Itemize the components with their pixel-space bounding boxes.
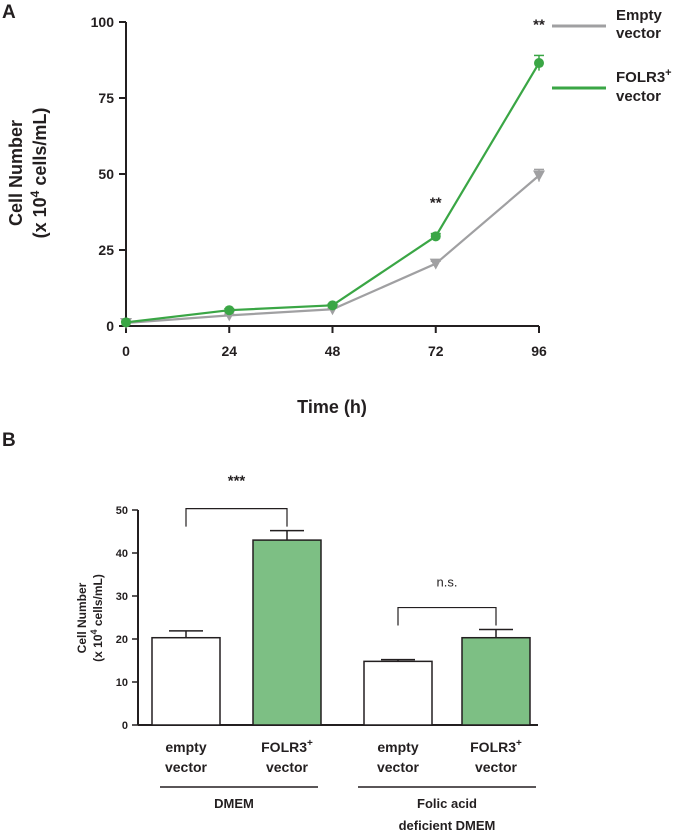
legend-folr3-line1: FOLR3+ — [616, 67, 672, 86]
bar — [151, 636, 221, 726]
panel-b-label: B — [2, 430, 16, 451]
category-label-line1: empty — [377, 739, 418, 755]
comparison-bracket — [397, 606, 497, 626]
chart-a-ylabel-prefix: (x 10 — [30, 197, 50, 238]
legend-empty-line2: vector — [616, 25, 661, 42]
point-folr3 — [224, 305, 235, 316]
category-name: FOLR3 — [261, 739, 307, 755]
legend-folr3-line2: vector — [616, 88, 661, 105]
group-folic-line2: deficient DMEM — [399, 818, 496, 833]
point-empty — [533, 170, 545, 182]
chart-b-ytick-label: 10 — [116, 677, 128, 689]
category-label-line1: empty — [165, 739, 206, 755]
chart-a-ytick-label: 0 — [106, 318, 114, 334]
chart-a-annotations: ** ** — [430, 16, 545, 211]
series-line-folr3 — [125, 62, 540, 324]
category-label-line2: vector — [377, 759, 420, 775]
chart-b-ytick-label: 0 — [122, 720, 128, 732]
comparison-label: *** — [228, 473, 246, 490]
significance-label: ** — [430, 195, 442, 212]
legend-empty-line1: Empty — [616, 7, 663, 24]
chart-a-xtick-label: 72 — [428, 343, 444, 359]
legend-folr3-name: FOLR3 — [616, 69, 665, 86]
point-folr3 — [327, 300, 338, 311]
chart-a-ylabel-line2: (x 104 cells/mL) — [28, 108, 50, 239]
chart-a-xtick-label: 48 — [325, 343, 341, 359]
chart-b-ylabel-line1: Cell Number — [75, 582, 89, 653]
chart-b-ytick-label: 20 — [116, 634, 128, 646]
category-label-line2: vector — [165, 759, 208, 775]
panel-a: A Cell Number (x 104 cells/mL) 0 25 50 75 10… — [2, 2, 672, 417]
chart-b-ytick-label: 40 — [116, 548, 128, 560]
category-name: empty — [165, 739, 206, 755]
point-empty — [429, 258, 442, 270]
chart-a-ylabel-suffix: cells/mL) — [30, 108, 50, 191]
chart-b-ytick-label: 30 — [116, 591, 128, 603]
chart-a-ytick-label: 100 — [91, 14, 115, 30]
chart-a-xtick-label: 24 — [221, 343, 237, 359]
panel-a-label: A — [2, 2, 16, 23]
significance-label: ** — [533, 16, 545, 33]
category-label-line1: FOLR3+ — [470, 738, 522, 755]
category-sup: + — [516, 738, 522, 749]
bar — [363, 660, 433, 726]
chart-b-bars — [151, 529, 531, 726]
bar — [252, 539, 322, 726]
chart-a-xtick-label: 96 — [531, 343, 547, 359]
chart-a-ytick-label: 75 — [98, 90, 114, 106]
chart-b-comparisons: *** n.s. — [185, 473, 497, 626]
legend-folr3-sup: + — [665, 67, 671, 79]
chart-b-ylabel-sup: 4 — [89, 629, 99, 634]
chart-b-category-labels: emptyvectorFOLR3+vectoremptyvectorFOLR3+… — [165, 738, 522, 775]
group-dmem-label: DMEM — [214, 796, 254, 811]
chart-a-ytick-label: 50 — [98, 166, 114, 182]
bar — [461, 636, 531, 726]
point-folr3 — [534, 58, 544, 69]
chart-a-xlabel: Time (h) — [297, 397, 367, 417]
chart-a-ylabel-sup: 4 — [28, 190, 42, 197]
chart-b-ylabel-prefix: (x 10 — [91, 634, 105, 662]
comparison-label: n.s. — [437, 575, 458, 590]
category-label-line1: FOLR3+ — [261, 738, 313, 755]
point-folr3 — [121, 317, 131, 328]
category-label-line2: vector — [475, 759, 518, 775]
category-name: FOLR3 — [470, 739, 516, 755]
point-folr3 — [430, 231, 441, 242]
chart-a-legend: Empty vector FOLR3+ vector — [552, 7, 672, 105]
chart-a-y-ticks: 0 25 50 75 100 — [91, 14, 126, 334]
chart-b-ylabel-suffix: cells/mL) — [91, 574, 105, 629]
chart-b-ylabel-line2: (x 104 cells/mL) — [89, 574, 105, 662]
chart-b-ytick-label: 50 — [116, 505, 128, 517]
category-label-line2: vector — [266, 759, 309, 775]
chart-b-y-ticks: 0 10 20 30 40 50 — [116, 505, 138, 732]
chart-a-x-ticks: 0 24 48 72 96 — [122, 326, 547, 359]
chart-b-axis-y-title: Cell Number (x 104 cells/mL) — [75, 574, 105, 662]
chart-a-ylabel-line1: Cell Number — [6, 120, 26, 226]
group-folic-line1: Folic acid — [417, 796, 477, 811]
chart-a-axis-y-title: Cell Number (x 104 cells/mL) — [6, 108, 50, 239]
chart-a-ytick-label: 25 — [98, 242, 114, 258]
category-name: empty — [377, 739, 418, 755]
category-sup: + — [307, 738, 313, 749]
chart-a-xtick-label: 0 — [122, 343, 130, 359]
comparison-bracket — [185, 508, 288, 527]
chart-a-series — [120, 54, 545, 329]
panel-b: B Cell Number (x 104 cells/mL) 010203040… — [2, 430, 538, 833]
